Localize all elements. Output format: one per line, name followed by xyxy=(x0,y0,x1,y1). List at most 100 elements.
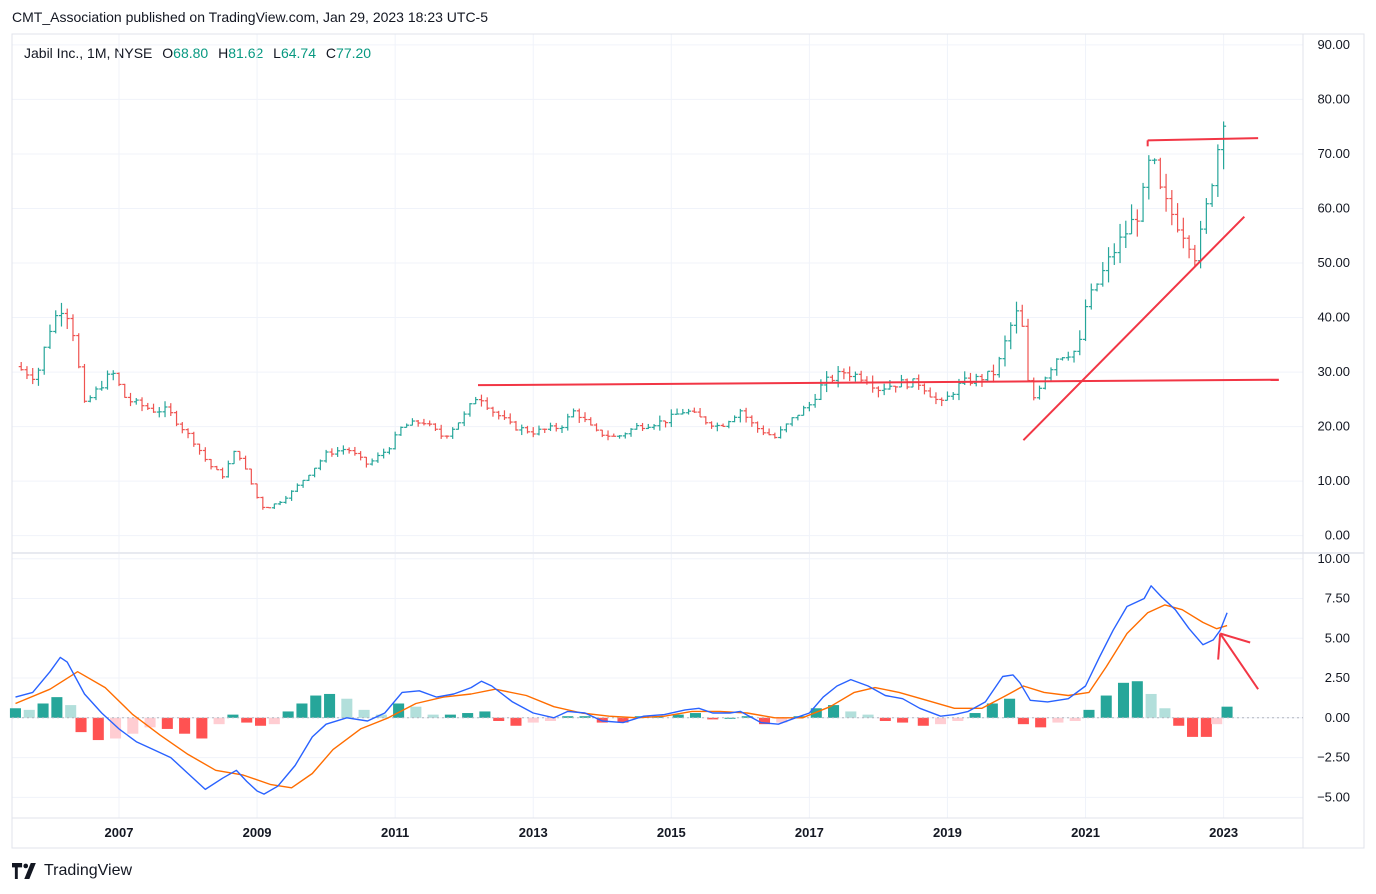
open-label: O xyxy=(162,45,174,61)
ohlc-bar xyxy=(358,451,364,461)
close-value: 77.20 xyxy=(336,45,372,61)
ohlc-bar xyxy=(496,410,502,420)
macd-histogram-bar xyxy=(268,717,280,725)
ohlc-bar xyxy=(467,403,473,417)
ohlc-bar xyxy=(904,378,910,390)
macd-histogram-bar xyxy=(810,708,822,718)
ohlc-bar xyxy=(1002,335,1008,367)
ohlc-bar xyxy=(18,362,24,371)
ohlc-bar xyxy=(599,429,605,438)
ohlc-bar xyxy=(1175,203,1181,233)
ohlc-bar xyxy=(542,428,548,433)
ohlc-bar xyxy=(450,427,456,439)
ohlc-bar xyxy=(674,408,680,415)
ohlc-bar xyxy=(1134,209,1140,237)
macd-histogram-bar xyxy=(92,717,104,741)
ohlc-bar xyxy=(645,423,651,430)
ohlc-bar xyxy=(340,445,346,455)
macd-histogram-bar xyxy=(1200,717,1212,737)
ohlc-bar xyxy=(571,408,577,418)
ohlc-bar xyxy=(248,468,254,485)
symbol-legend: Jabil Inc., 1M, NYSE O68.80 H81.62 L64.7… xyxy=(24,45,371,61)
price-axis-label: 20.00 xyxy=(1317,419,1350,434)
open-value: 68.80 xyxy=(173,45,209,61)
time-axis-label: 2009 xyxy=(243,825,272,840)
ohlc-bar xyxy=(53,310,59,334)
macd-histogram-bar xyxy=(110,717,122,739)
ohlc-bar xyxy=(668,409,674,428)
macd-histogram-bar xyxy=(213,717,225,725)
macd-histogram-bar xyxy=(296,703,308,718)
ohlc-bar xyxy=(622,432,628,439)
ohlc-bar xyxy=(1037,385,1043,400)
macd-histogram-bar xyxy=(9,708,21,718)
ohlc-bars xyxy=(18,121,1227,510)
macd-histogram-bar xyxy=(527,717,539,723)
ohlc-bar xyxy=(231,450,237,465)
ohlc-bar xyxy=(755,421,761,433)
ohlc-bar xyxy=(559,425,565,433)
ohlc-bar xyxy=(323,449,329,463)
ohlc-bar xyxy=(254,483,260,499)
time-axis-label: 2013 xyxy=(519,825,548,840)
low-value: 64.74 xyxy=(280,45,317,61)
ohlc-bar xyxy=(881,383,887,396)
ohlc-bar xyxy=(944,391,950,401)
ohlc-bar xyxy=(536,425,542,436)
ohlc-bar xyxy=(306,474,312,481)
macd-histogram xyxy=(9,681,1233,741)
macd-histogram-bar xyxy=(358,709,370,718)
ohlc-bar xyxy=(967,372,973,386)
ohlc-bar xyxy=(156,407,162,418)
ohlc-bar xyxy=(501,410,507,420)
price-axis-label: 80.00 xyxy=(1317,91,1350,106)
ohlc-bar xyxy=(381,448,387,459)
macd-histogram-bar xyxy=(1004,698,1016,718)
ohlc-bar xyxy=(927,387,933,398)
macd-axis-label: 5.00 xyxy=(1325,630,1350,645)
ohlc-bar xyxy=(743,407,749,423)
ohlc-bar xyxy=(760,425,766,436)
macd-arrow-head-left xyxy=(1217,633,1222,660)
ohlc-bar xyxy=(99,380,105,391)
ohlc-bar xyxy=(392,431,398,450)
ohlc-bar xyxy=(519,424,525,436)
ohlc-bar xyxy=(628,428,634,437)
ohlc-bar xyxy=(87,395,93,403)
macd-histogram-bar xyxy=(1145,693,1157,718)
ohlc-bar xyxy=(1060,357,1066,361)
macd-axis-label: 10.00 xyxy=(1317,551,1350,566)
ohlc-bar xyxy=(110,370,116,381)
ohlc-bar xyxy=(783,423,789,433)
ohlc-bar xyxy=(617,435,623,439)
ohlc-bar xyxy=(553,422,559,432)
ohlc-bar xyxy=(369,458,375,466)
ohlc-bar xyxy=(208,458,214,470)
ohlc-bar xyxy=(1054,358,1060,376)
ohlc-bar xyxy=(1180,217,1186,249)
ohlc-bar xyxy=(772,432,778,439)
ohlc-bar xyxy=(1157,157,1163,190)
macd-histogram-bar xyxy=(1221,706,1233,718)
ohlc-bar xyxy=(461,411,467,427)
price-axis-label: 30.00 xyxy=(1317,364,1350,379)
macd-histogram-bar xyxy=(324,693,336,718)
time-axis-label: 2007 xyxy=(105,825,134,840)
macd-histogram-bar xyxy=(241,717,253,723)
ohlc-bar xyxy=(128,392,134,407)
time-axis-label: 2023 xyxy=(1209,825,1238,840)
ohlc-bar xyxy=(985,370,991,383)
macd-histogram-bar xyxy=(986,703,998,718)
ohlc-bar xyxy=(352,446,358,456)
macd-histogram-bar xyxy=(707,717,719,720)
time-axis-label: 2015 xyxy=(657,825,686,840)
macd-histogram-bar xyxy=(879,717,891,721)
ohlc-bar xyxy=(139,397,145,412)
ohlc-bar xyxy=(893,385,899,393)
macd-histogram-bar xyxy=(65,705,77,718)
ohlc-bar xyxy=(1008,322,1014,350)
macd-histogram-bar xyxy=(1083,709,1095,718)
time-axis-label: 2019 xyxy=(933,825,962,840)
ohlc-bar xyxy=(1077,330,1083,356)
